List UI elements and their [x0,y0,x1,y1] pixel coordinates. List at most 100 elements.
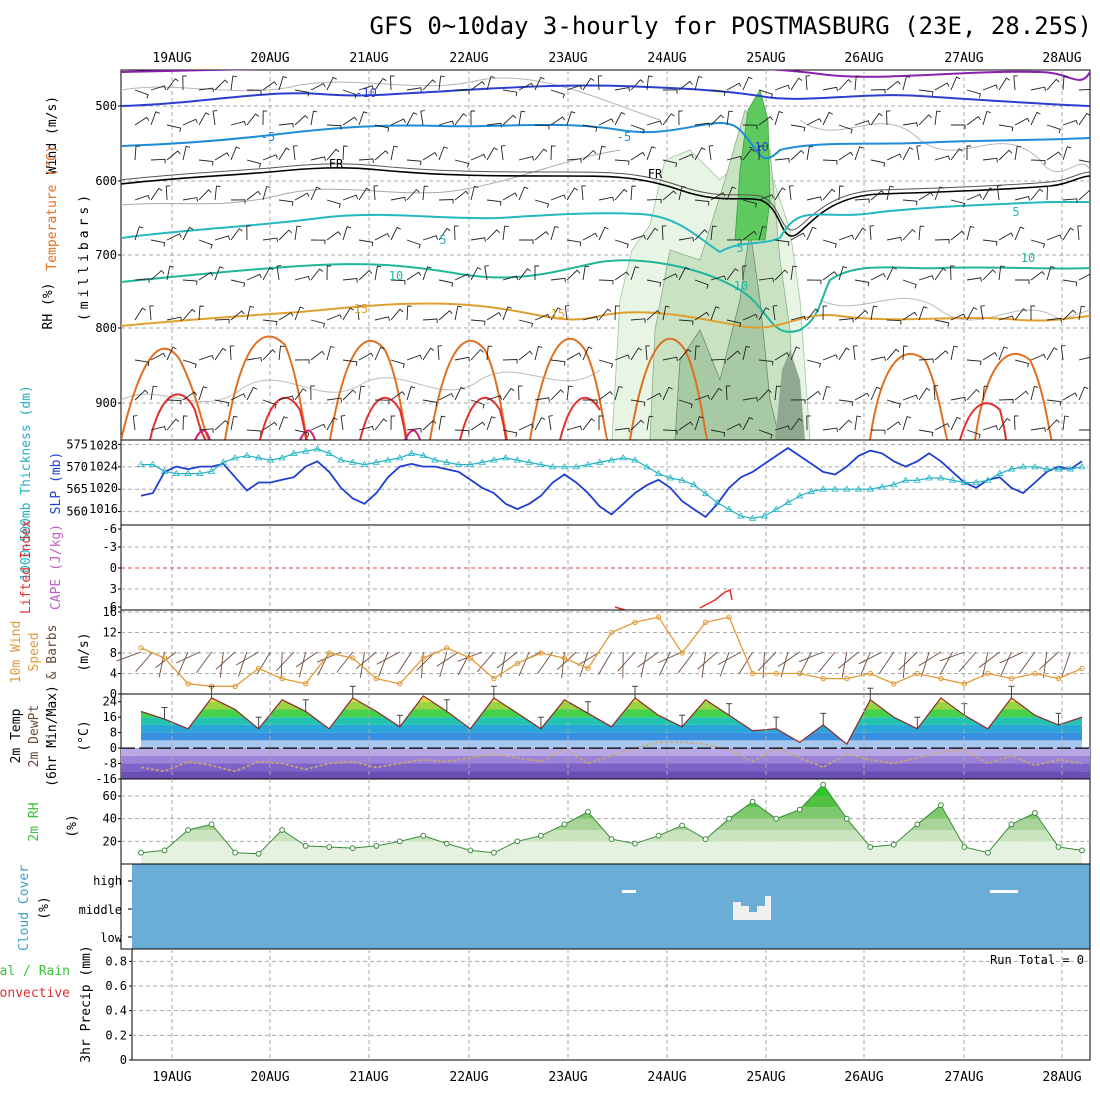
cloud-fill [132,864,1090,949]
rh2m-point [891,842,896,847]
rh2m-point [280,828,285,833]
contour-label: FR [329,157,344,171]
date-label-top: 27AUG [944,51,983,66]
rh2m-point [374,844,379,849]
temp-band [121,740,1090,748]
ytick-label: 0 [110,561,117,575]
ylabel-rh2m-units: (%) [65,814,80,837]
ytick-label: -6 [103,522,117,536]
temp-band [121,725,1090,733]
rh2m-point [1009,822,1014,827]
ylabel-cloud: Cloud Cover [17,865,32,951]
ylabel-temp: Temperature (°C) [45,145,60,270]
ytick-label: 3 [110,582,117,596]
ylabel-li: Lifted Index [19,520,34,614]
ytick-label: 24 [103,695,117,709]
cloud-level-label: high [93,874,122,888]
ylabel-slp: SLP (mb) [49,452,64,515]
date-label-top: 28AUG [1042,51,1081,66]
ylabel-temp2m-units: (°C) [77,720,92,751]
contour-label: 5 [1012,205,1019,219]
rh2m-point [633,841,638,846]
rh2m-point [1033,811,1038,816]
ytick-label: 800 [95,321,117,335]
temp-band-negative [121,764,1090,772]
ylabel-temp2m-1: 2m Temp [9,708,24,763]
rh2m-point [586,810,591,815]
ytick-label: 560 [66,505,88,519]
rh2m-point [350,846,355,851]
ylabel-rh2m: 2m RH [27,802,42,841]
rh2m-point [609,837,614,842]
rh2m-point [797,807,802,812]
ylabel-wind10-1: 10m Wind [9,621,24,684]
ylabel-precip-3: 3hr Precip (mm) [79,945,94,1062]
ytick-label: 16 [103,710,117,724]
rh2m-point [139,850,144,855]
cloud-level-label: middle [79,903,122,917]
wind10-ylabels: 10m Wind Speed & Barbs (m/s) [9,621,92,684]
contour-label: -10 [747,140,769,154]
rh2m-point [750,799,755,804]
rh2m-point [256,851,261,856]
ytick-label: 8 [110,646,117,660]
ytick-label: 4 [110,667,117,681]
date-label-top: 23AUG [548,51,587,66]
contour-label: FR [648,167,663,181]
cape-ylabels: Lifted Index CAPE (J/kg) [19,520,64,614]
ytick-label: 16 [103,605,117,619]
date-label-bottom: 28AUG [1042,1070,1081,1085]
ylabel-temp2m-2: 2m DewPt [27,705,42,768]
ylabel-temp2m-3: (6hr Min/Max) [45,685,60,787]
date-label-top: 26AUG [844,51,883,66]
ylabel-precip-2: Convective [0,986,70,1001]
run-total: Run Total = 0 [990,953,1084,967]
rh2m-point [774,816,779,821]
temp-band-negative [121,771,1090,779]
temp2m-ylabels: 2m Temp 2m DewPt (6hr Min/Max) (°C) [9,685,92,787]
contour-label: 10 [389,269,403,283]
rh2m-point [962,845,967,850]
ytick-label: 0.4 [105,1004,127,1018]
contour-label: 15 [551,307,565,321]
ylabel-wind10-2: Speed [27,632,42,671]
contour-label: 5 [439,233,446,247]
rh2m-point [1056,845,1061,850]
ylabel-wind10-3: & Barbs [45,625,60,680]
rh2m-point [444,841,449,846]
ytick-label: 20 [103,834,117,848]
rh2m-point [233,850,238,855]
ytick-label: 60 [103,789,117,803]
cloud-level-label: low [100,931,122,945]
ytick-label: 600 [95,174,117,188]
ytick-label: 575 [66,437,88,451]
date-label-bottom: 25AUG [746,1070,785,1085]
rh2m-point [1080,848,1085,853]
rh2m-point [868,845,873,850]
rh2m-point [492,850,497,855]
contour-label: 15 [354,302,368,316]
ytick-label: 700 [95,248,117,262]
date-label-top: 21AUG [349,51,388,66]
date-label-top: 20AUG [250,51,289,66]
ytick-label: 0.2 [105,1028,127,1042]
date-label-top: 24AUG [647,51,686,66]
rh2m-point [727,816,732,821]
rh2m-point [515,839,520,844]
chart-title: GFS 0~10day 3-hourly for POSTMASBURG (23… [370,12,1092,40]
ytick-label: 0.8 [105,954,127,968]
rh2m-point [186,828,191,833]
rh2m-point [162,848,167,853]
date-label-bottom: 19AUG [152,1070,191,1085]
ytick-label: 0.6 [105,979,127,993]
date-label-bottom: 24AUG [647,1070,686,1085]
date-label-top: 19AUG [152,51,191,66]
